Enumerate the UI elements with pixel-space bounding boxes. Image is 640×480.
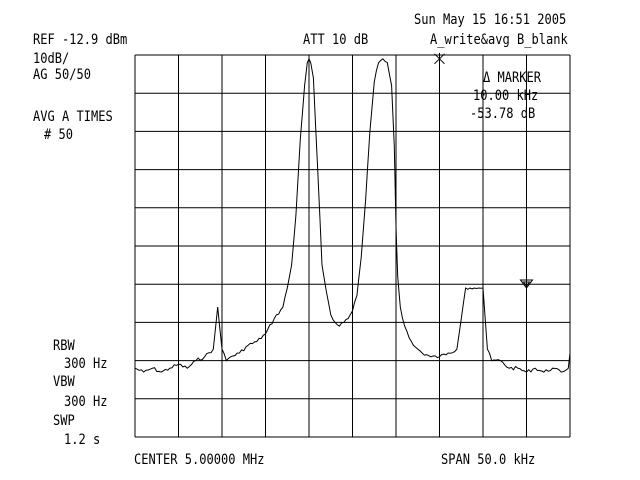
graticule: [134, 54, 571, 438]
attenuation: ATT 10 dB: [303, 32, 369, 48]
rbw-value: 300 Hz: [64, 356, 108, 372]
center-frequency: CENTER 5.00000 MHz: [134, 452, 265, 468]
ref-level: REF -12.9 dBm: [33, 32, 128, 48]
marker-amplitude: -53.78 dB: [470, 106, 536, 122]
marker-layer: [434, 52, 534, 289]
scale: 10dB/: [33, 51, 70, 67]
spectrum-trace: [134, 57, 571, 373]
vbw-value: 300 Hz: [64, 394, 108, 410]
averaging-setting: AG 50/50: [33, 67, 91, 83]
swp-value: 1.2 s: [64, 432, 101, 448]
vbw-label: VBW: [53, 374, 75, 390]
span: SPAN 50.0 kHz: [441, 452, 536, 468]
marker-frequency: 10.00 kHz: [473, 88, 539, 104]
marker-title: Δ MARKER: [483, 70, 541, 86]
rbw-label: RBW: [53, 338, 75, 354]
reference-marker: [434, 52, 445, 65]
swp-label: SWP: [53, 413, 75, 429]
avg-count: # 50: [44, 127, 73, 143]
trace-mode: A_write&avg B_blank: [430, 32, 568, 48]
avg-label: AVG A TIMES: [33, 109, 113, 125]
timestamp: Sun May 15 16:51 2005: [414, 12, 567, 28]
delta-marker: [519, 279, 534, 289]
